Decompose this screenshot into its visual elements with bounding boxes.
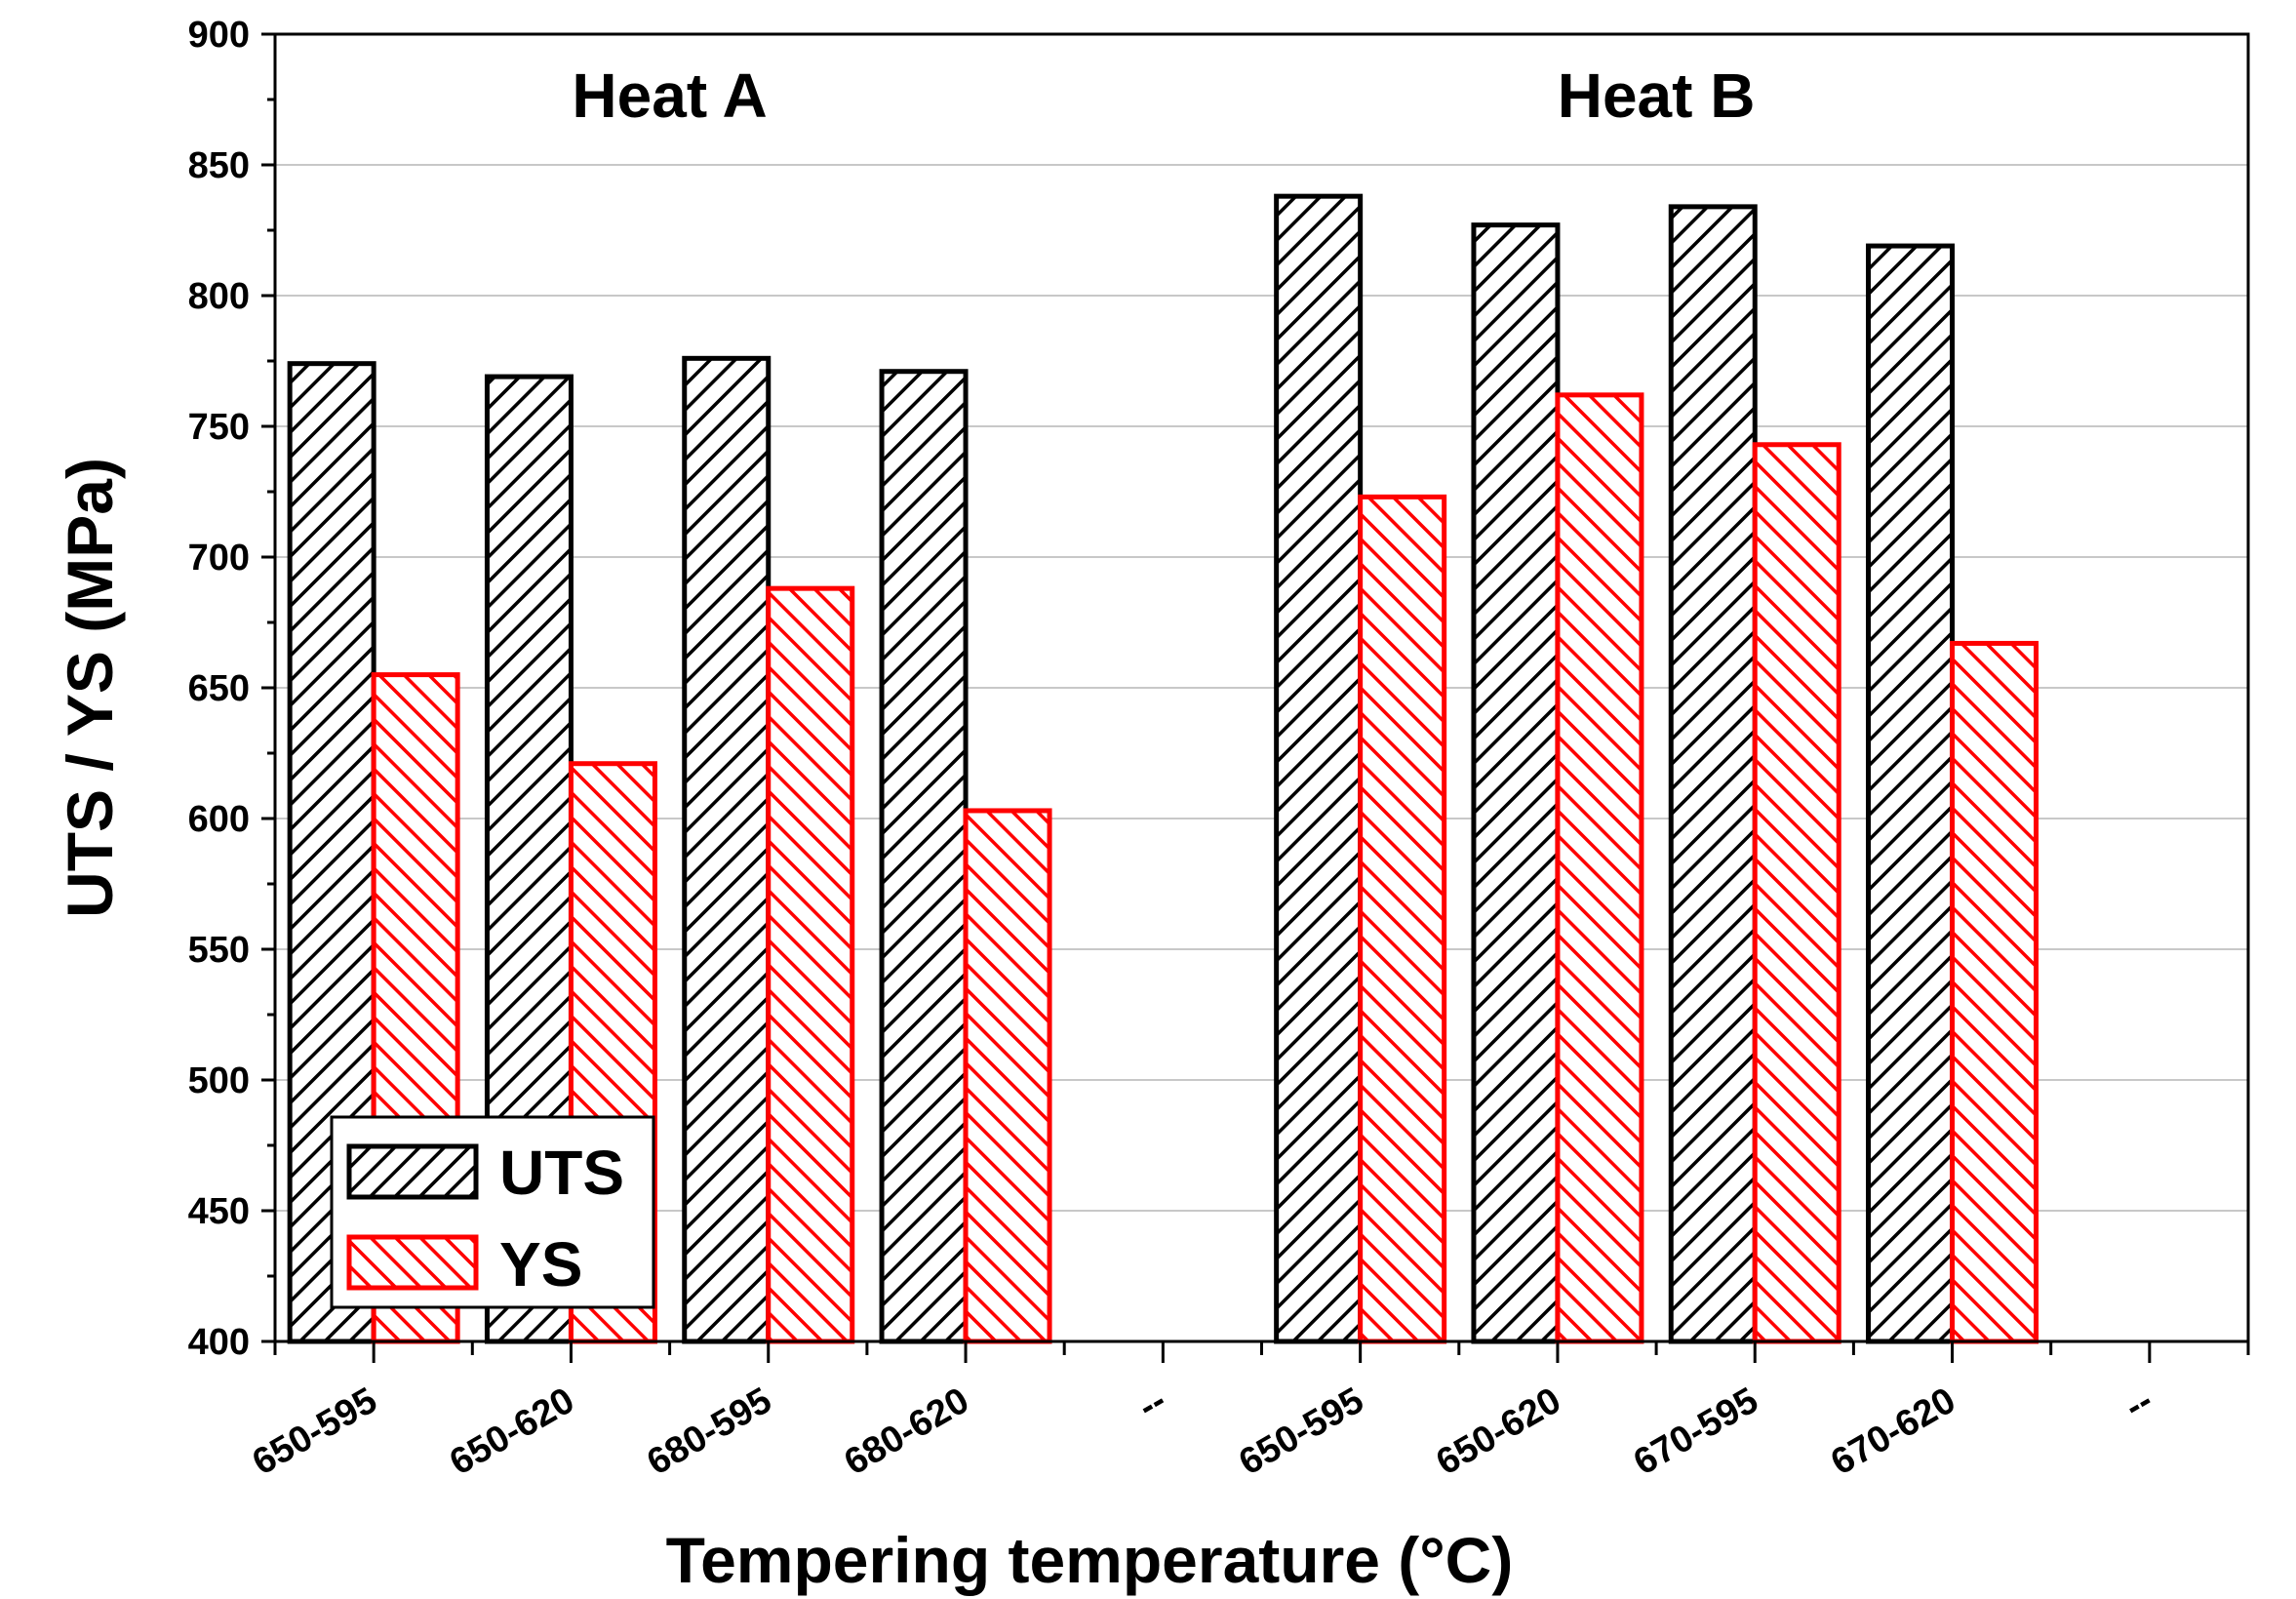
y-tick-label: 550 bbox=[188, 930, 250, 971]
x-axis-title: Tempering temperature (°C) bbox=[666, 1524, 1514, 1596]
y-tick-label: 500 bbox=[188, 1060, 250, 1101]
x-tick-label: 670-595 bbox=[1627, 1379, 1765, 1483]
y-tick-label: 450 bbox=[188, 1191, 250, 1232]
y-axis: 400 450 500 550 600 650 700 750 800 850 900 bbox=[188, 15, 275, 1363]
bar-uts bbox=[1274, 193, 1364, 1344]
bar-uts bbox=[1471, 222, 1561, 1344]
legend-swatch-ys bbox=[346, 1234, 479, 1291]
bar-uts bbox=[682, 355, 772, 1344]
y-tick-label: 900 bbox=[188, 15, 250, 56]
x-tick-label: 650-595 bbox=[246, 1379, 384, 1483]
y-tick-label: 800 bbox=[188, 276, 250, 317]
group-label: Heat B bbox=[1558, 60, 1756, 131]
y-tick-label: 850 bbox=[188, 145, 250, 186]
group-label: Heat A bbox=[572, 60, 767, 131]
x-tick-label: -- bbox=[2118, 1379, 2159, 1427]
bar-ys bbox=[766, 585, 855, 1344]
x-tick-label: 650-620 bbox=[443, 1379, 581, 1483]
bar-uts bbox=[1866, 243, 1956, 1344]
group-labels: Heat A Heat B bbox=[572, 60, 1755, 131]
x-tick-label: 650-595 bbox=[1232, 1379, 1370, 1483]
bar-ys bbox=[1752, 442, 1841, 1344]
y-tick-label: 600 bbox=[188, 799, 250, 840]
bar-ys bbox=[1950, 640, 2039, 1344]
x-tick-label: 670-620 bbox=[1824, 1379, 1962, 1483]
x-tick-label: 680-595 bbox=[640, 1379, 778, 1483]
y-tick-label: 650 bbox=[188, 668, 250, 709]
bar-ys bbox=[1358, 494, 1447, 1344]
y-tick-label: 750 bbox=[188, 407, 250, 448]
x-axis: 650-595 650-620 680-595 680-620 -- 650-595 650… bbox=[246, 1341, 2250, 1484]
bar-ys bbox=[1555, 392, 1644, 1344]
legend-label-ys: YS bbox=[499, 1229, 582, 1299]
x-tick-label: 680-620 bbox=[838, 1379, 976, 1483]
bar-uts bbox=[1668, 204, 1758, 1344]
y-tick-label: 700 bbox=[188, 538, 250, 579]
bar-ys bbox=[963, 808, 1052, 1344]
legend: UTS YS bbox=[330, 1115, 655, 1309]
x-tick-label: -- bbox=[1131, 1379, 1173, 1427]
legend-label-uts: UTS bbox=[499, 1138, 624, 1208]
y-tick-label: 400 bbox=[188, 1322, 250, 1363]
y-axis-title: UTS / YS (MPa) bbox=[54, 458, 126, 918]
legend-swatch-uts bbox=[346, 1143, 479, 1200]
bar-uts bbox=[879, 369, 969, 1344]
x-tick-label: 650-620 bbox=[1430, 1379, 1568, 1483]
